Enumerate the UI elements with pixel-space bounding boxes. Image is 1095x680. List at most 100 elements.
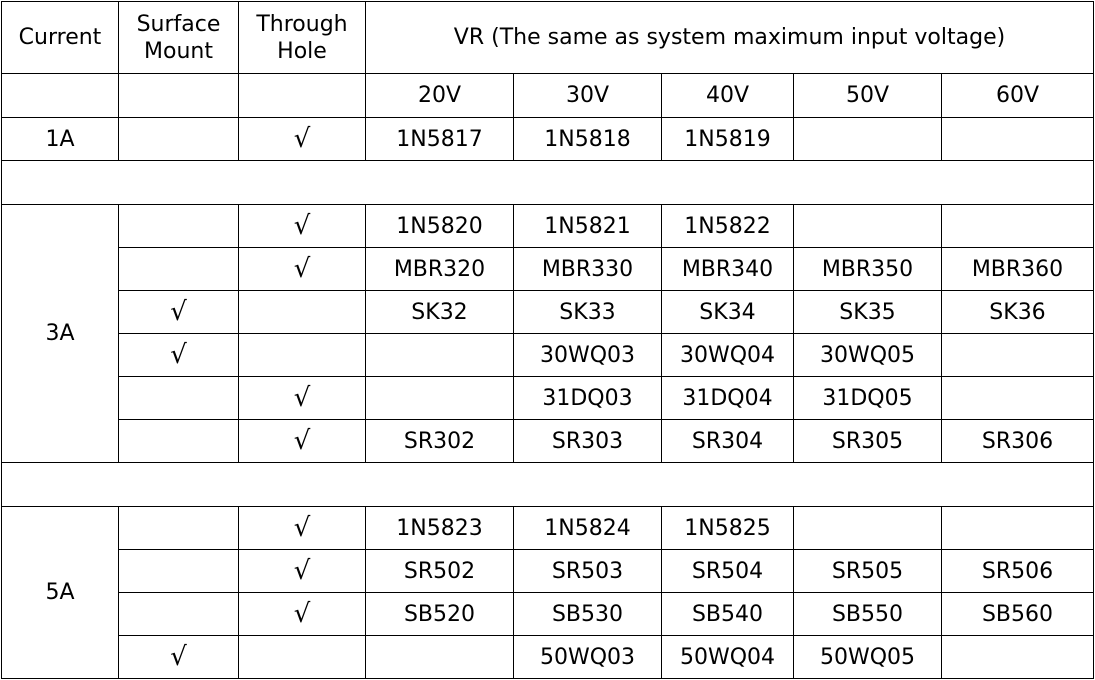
through-hole-cell: √ [238,592,366,636]
voltage-header: 20V [365,73,514,118]
part-cell: 50WQ03 [513,635,662,679]
through-hole-cell: √ [238,549,366,593]
part-cell: SR505 [793,549,942,593]
header-row: Current Surface Mount Through Hole VR (T… [1,1,1094,74]
surface-mount-cell [118,376,239,420]
part-cell [793,204,942,248]
part-cell: 30WQ04 [661,333,794,377]
surface-mount-cell: √ [118,333,239,377]
part-cell: SK33 [513,290,662,334]
data-row: √ SK32 SK33 SK34 SK35 SK36 [2,290,1094,334]
through-hole-cell [238,635,366,679]
part-cell [365,635,514,679]
part-cell [793,506,942,550]
part-cell: SR502 [365,549,514,593]
part-cell: 1N5821 [513,204,662,248]
through-hole-cell: √ [238,506,366,550]
part-cell: MBR340 [661,247,794,291]
current-cell: 5A [1,506,119,679]
surface-mount-cell [118,549,239,593]
voltage-header: 60V [941,73,1094,118]
surface-mount-cell: √ [118,635,239,679]
part-cell [941,333,1094,377]
part-cell: 31DQ05 [793,376,942,420]
header-cell: Through Hole [238,1,366,74]
part-cell: 1N5819 [661,117,794,161]
part-cell: MBR350 [793,247,942,291]
data-row: 5A √ 1N5823 1N5824 1N5825 [1,506,1094,679]
data-row: √ SR502 SR503 SR504 SR505 SR506 [2,549,1094,593]
through-hole-cell: √ [238,376,366,420]
part-cell: 1N5820 [365,204,514,248]
header-row: 20V 30V 40V 50V 60V [1,73,1094,118]
part-cell: SB530 [513,592,662,636]
spacer-row [1,462,1094,507]
part-cell: MBR360 [941,247,1094,291]
part-cell: SR303 [513,419,662,463]
data-row: √ 50WQ03 50WQ04 50WQ05 [2,635,1094,679]
surface-mount-cell [118,204,239,248]
current-cell: 3A [1,204,119,463]
current-cell: 1A [1,117,119,161]
header-cell: VR (The same as system maximum input vol… [365,1,1094,74]
part-cell: SB540 [661,592,794,636]
header-cell: Surface Mount [118,1,239,74]
spacer-cell [1,462,1094,507]
empty-cell [1,73,119,118]
surface-mount-cell [118,592,239,636]
voltage-header: 50V [793,73,942,118]
part-cell: SK32 [365,290,514,334]
surface-mount-cell: √ [118,290,239,334]
part-cell [365,376,514,420]
data-row: 3A √ 1N5820 1N5821 1N5822 [1,204,1094,463]
through-hole-cell: √ [238,204,366,248]
part-cell: SR503 [513,549,662,593]
data-row: √ 31DQ03 31DQ04 31DQ05 [2,376,1094,420]
part-cell: 1N5822 [661,204,794,248]
part-cell: SR304 [661,419,794,463]
part-cell: 50WQ05 [793,635,942,679]
through-hole-cell [238,333,366,377]
part-cell: SK35 [793,290,942,334]
part-cell: SB520 [365,592,514,636]
surface-mount-cell [118,506,239,550]
part-cell: MBR320 [365,247,514,291]
through-hole-cell: √ [238,247,366,291]
part-cell [941,376,1094,420]
empty-cell [238,73,366,118]
spacer-cell [1,160,1094,205]
part-cell: 30WQ03 [513,333,662,377]
part-cell: SK34 [661,290,794,334]
through-hole-cell: √ [238,419,366,463]
data-row: √ MBR320 MBR330 MBR340 MBR350 MBR360 [2,247,1094,291]
part-cell: SR305 [793,419,942,463]
part-cell: 1N5818 [513,117,662,161]
data-row: √ 30WQ03 30WQ04 30WQ05 [2,333,1094,377]
data-row: √ SR302 SR303 SR304 SR305 SR306 [2,419,1094,463]
data-row: 1A √ 1N5817 1N5818 1N5819 [1,117,1094,161]
data-row: √ SB520 SB530 SB540 SB550 SB560 [2,592,1094,636]
part-cell: SR306 [941,419,1094,463]
surface-mount-cell [118,247,239,291]
part-cell: 50WQ04 [661,635,794,679]
part-cell [941,635,1094,679]
part-cell: MBR330 [513,247,662,291]
through-hole-cell [238,290,366,334]
empty-cell [118,73,239,118]
voltage-header: 40V [661,73,794,118]
part-cell: SR506 [941,549,1094,593]
part-cell [941,117,1094,161]
part-cell: 31DQ04 [661,376,794,420]
part-cell: SK36 [941,290,1094,334]
part-cell: SB560 [941,592,1094,636]
part-cell: SB550 [793,592,942,636]
part-cell: SR504 [661,549,794,593]
header-cell: Current [1,1,119,74]
part-cell [793,117,942,161]
part-cell: SR302 [365,419,514,463]
part-cell: 1N5824 [513,506,662,550]
spacer-row [1,160,1094,205]
